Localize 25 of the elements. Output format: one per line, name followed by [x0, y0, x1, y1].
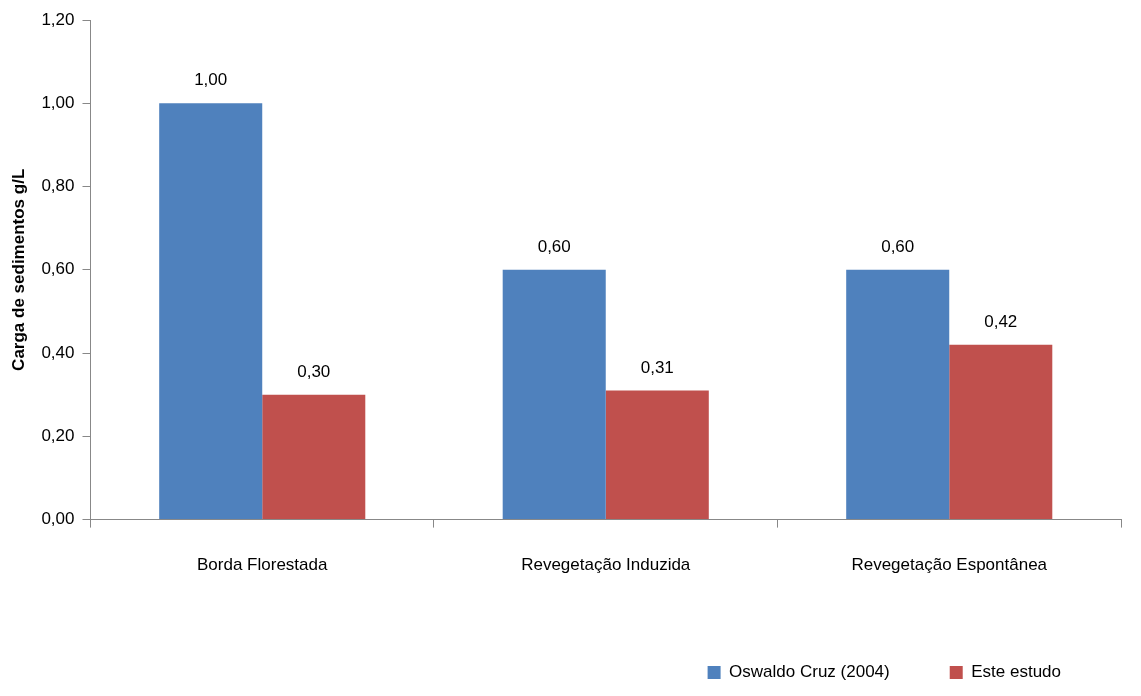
y-tick-label: 1,00: [41, 92, 75, 112]
y-tick-label: 0,00: [41, 509, 75, 529]
legend-label: Este estudo: [971, 662, 1061, 682]
legend-label: Oswaldo Cruz (2004): [729, 662, 890, 682]
bar: [502, 269, 606, 520]
data-label: 0,60: [881, 236, 915, 256]
bar: [846, 269, 950, 520]
y-tick-label: 0,60: [41, 259, 75, 279]
x-tick-label: Revegetação Induzida: [521, 555, 691, 575]
bar: [159, 103, 263, 520]
bar: [949, 344, 1053, 520]
bar: [605, 390, 709, 520]
data-label: 0,42: [984, 311, 1018, 331]
y-tick-label: 0,20: [41, 426, 75, 446]
y-tick-label: 0,80: [41, 176, 75, 196]
data-label: 0,30: [297, 361, 331, 381]
x-tick-label: Revegetação Espontânea: [851, 555, 1048, 575]
x-tick-label: Borda Florestada: [197, 555, 328, 575]
data-label: 0,60: [537, 236, 571, 256]
y-axis-title: Carga de sedimentos g/L: [8, 168, 28, 371]
y-tick-label: 0,40: [41, 342, 75, 362]
data-label: 1,00: [194, 70, 228, 90]
y-tick-label: 1,20: [41, 9, 75, 29]
data-label: 0,31: [640, 357, 674, 377]
bar: [262, 394, 366, 520]
